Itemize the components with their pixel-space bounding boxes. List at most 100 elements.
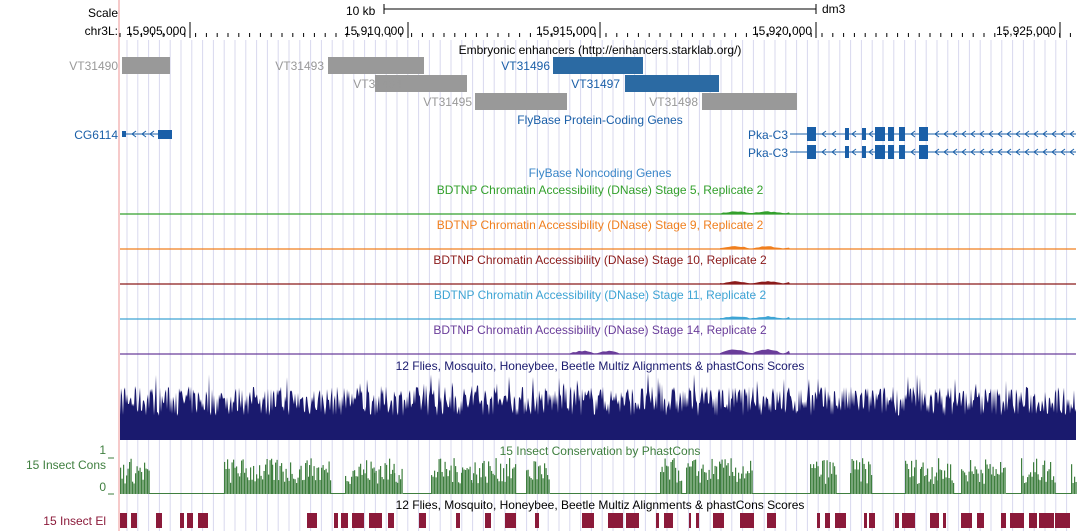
strand-arrow <box>1060 148 1066 156</box>
phastcons-bar <box>836 493 850 494</box>
phastcons-track-title[interactable]: 15 Insect Conservation by PhastCons <box>499 444 701 458</box>
enhancer-label-highlighted[interactable]: VT31496 <box>501 59 550 73</box>
phastcons-bar <box>742 466 744 494</box>
phastcons-bar <box>449 470 451 494</box>
phastcons-bar <box>389 458 391 494</box>
enhancer-label[interactable]: VT31498 <box>649 95 698 109</box>
phastcons-bar <box>306 460 308 494</box>
dnase-track-title[interactable]: BDTNP Chromatin Accessibility (DNase) St… <box>436 183 764 197</box>
protein-genes-track-title[interactable]: FlyBase Protein-Coding Genes <box>517 113 683 127</box>
phastcons-bar <box>127 468 129 494</box>
phastcons-bar <box>387 479 389 494</box>
strand-arrow <box>868 130 874 138</box>
ruler-position: 15,905,000 <box>125 24 186 38</box>
phastcons-bar <box>705 472 707 494</box>
phastcons-bar <box>690 466 692 494</box>
phastcons-bar <box>550 493 560 494</box>
phastcons-bar <box>548 479 550 494</box>
elements-track-title[interactable]: 12 Flies, Mosquito, Honeybee, Beetle Mul… <box>395 498 805 512</box>
phastcons-bar <box>400 479 402 494</box>
enhancer-label-highlighted[interactable]: VT31497 <box>571 77 620 91</box>
phastcons-bar <box>145 468 147 494</box>
phastcons-bar <box>444 461 446 494</box>
conserved-element <box>767 513 776 528</box>
enhancer-label[interactable]: VT31493 <box>275 59 324 73</box>
phastcons-bar <box>403 493 431 494</box>
phastcons-bar <box>313 466 315 494</box>
phastcons-bar <box>941 470 943 494</box>
conserved-element <box>1039 513 1054 528</box>
dnase-track-title[interactable]: BDTNP Chromatin Accessibility (DNase) St… <box>433 323 767 337</box>
strand-arrow <box>1015 148 1021 156</box>
gene-label-pka-c3[interactable]: Pka-C3 <box>747 146 788 160</box>
phastcons-bar <box>251 479 253 494</box>
phastcons-bar <box>829 461 831 494</box>
phastcons-bar <box>673 458 675 494</box>
strand-arrow <box>1060 130 1066 138</box>
phastcons-bar <box>911 460 913 494</box>
phastcons-bar <box>939 469 941 494</box>
phastcons-side-label[interactable]: 15 Insect Cons <box>25 458 106 472</box>
phastcons-bar <box>485 476 487 494</box>
phastcons-bar <box>920 468 922 494</box>
phastcons-bar <box>822 460 824 494</box>
phastcons-bar <box>458 482 460 494</box>
phastcons-bar <box>456 472 458 494</box>
phastcons-bar <box>250 467 252 494</box>
phastcons-bar <box>397 482 399 494</box>
ruler-position: 15,920,000 <box>751 24 812 38</box>
phastcons-bar <box>268 474 270 494</box>
phastcons-bar <box>687 463 689 494</box>
conserved-element <box>664 513 673 528</box>
phastcons-bar <box>710 478 712 494</box>
phastcons-bar <box>126 475 128 494</box>
dnase-track-title[interactable]: BDTNP Chromatin Accessibility (DNase) St… <box>433 288 767 302</box>
phastcons-bar <box>951 480 953 494</box>
phastcons-bar <box>1072 482 1074 494</box>
phastcons-bar <box>360 463 362 494</box>
phastcons-bar <box>692 461 694 494</box>
phastcons-bar <box>828 477 830 494</box>
phastcons-bar <box>704 472 706 494</box>
noncoding-track-title[interactable]: FlyBase Noncoding Genes <box>528 166 672 180</box>
phastcons-bar <box>248 480 250 494</box>
strand-arrow <box>1024 148 1030 156</box>
phastcons-bar <box>835 474 837 494</box>
phastcons-bar <box>834 466 836 494</box>
strand-arrow <box>952 130 958 138</box>
phastcons-bar <box>924 476 926 494</box>
gene-exon <box>919 127 928 141</box>
phastcons-bar <box>750 460 752 494</box>
conserved-element <box>689 513 691 528</box>
phastcons-bar <box>297 477 299 494</box>
conserved-element <box>1029 513 1037 528</box>
phastcons-bar <box>752 493 780 494</box>
ruler-position: 15,915,000 <box>535 24 596 38</box>
phastcons-bar <box>1025 482 1027 494</box>
multiz-track-title[interactable]: 12 Flies, Mosquito, Honeybee, Beetle Mul… <box>395 359 805 373</box>
enhancer-label[interactable]: VT31494 <box>353 77 402 91</box>
conserved-element <box>456 513 460 528</box>
dnase-track-title[interactable]: BDTNP Chromatin Accessibility (DNase) St… <box>433 253 767 267</box>
elements-side-label[interactable]: 15 Insect El <box>43 514 106 528</box>
enhancer-label[interactable]: VT31495 <box>423 95 472 109</box>
phastcons-bar <box>933 483 935 494</box>
phastcons-bar <box>854 469 856 494</box>
phastcons-bar <box>132 481 134 494</box>
enhancer-label[interactable]: VT31490 <box>69 59 118 73</box>
gene-label-pka-c3[interactable]: Pka-C3 <box>747 128 788 142</box>
phastcons-bar <box>237 473 239 494</box>
phastcons-bar <box>1003 467 1005 494</box>
phastcons-bar <box>434 470 436 494</box>
phastcons-bar <box>967 481 969 494</box>
phastcons-bar <box>358 466 360 494</box>
dnase-track-title[interactable]: BDTNP Chromatin Accessibility (DNase) St… <box>436 218 764 232</box>
phastcons-bar <box>605 493 632 494</box>
phastcons-bar <box>394 473 396 494</box>
phastcons-bar <box>383 479 385 494</box>
gene-label-cg6114[interactable]: CG6114 <box>74 128 118 142</box>
enhancers-track-title[interactable]: Embryonic enhancers (http://enhancers.st… <box>458 43 742 57</box>
phastcons-bar <box>979 481 981 494</box>
